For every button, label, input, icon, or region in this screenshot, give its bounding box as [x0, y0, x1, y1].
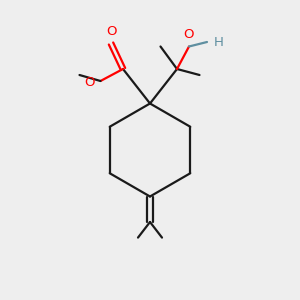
Text: O: O — [85, 76, 95, 89]
Text: O: O — [106, 25, 116, 38]
Text: H: H — [214, 35, 224, 49]
Text: O: O — [184, 28, 194, 41]
